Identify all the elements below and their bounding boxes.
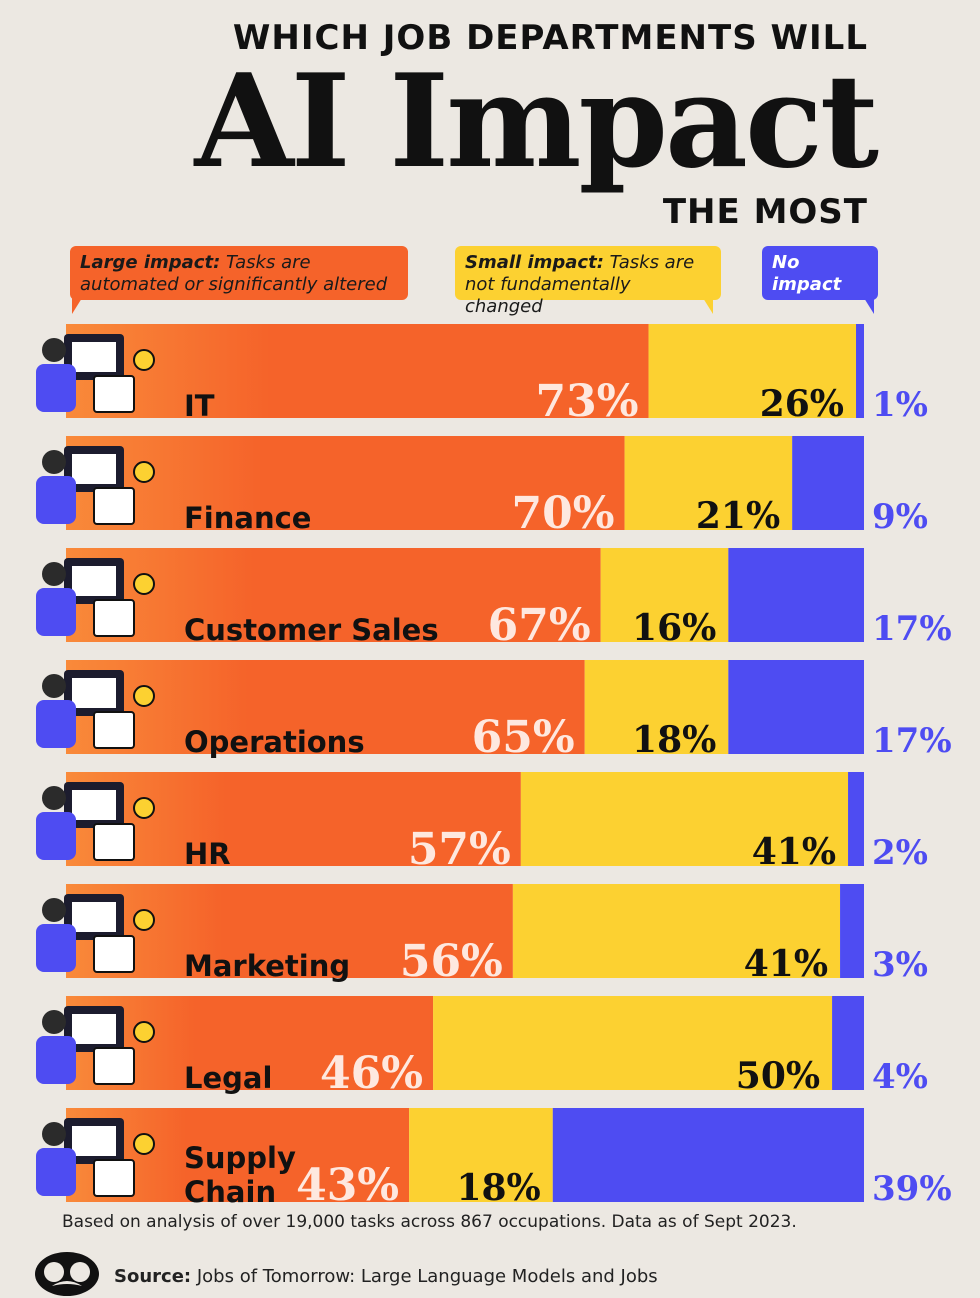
- legend-large-desc: Tasks are automated or significantly alt…: [80, 252, 388, 295]
- legend-small-desc: Tasks are not fundamentally changed: [465, 252, 695, 317]
- supply-chain-department-icon: [36, 1118, 155, 1197]
- label-small-hr: 41%: [752, 831, 836, 873]
- header-bottom-line: THE MOST: [662, 192, 868, 232]
- bar-none-it: [856, 324, 864, 418]
- legend-large-tail: [72, 298, 82, 314]
- label-none-customer-sales: 17%: [872, 609, 952, 649]
- label-large-operations: 65%: [472, 712, 575, 763]
- bar-none-customer-sales: [728, 548, 864, 642]
- finance-department-icon: [36, 446, 155, 525]
- label-none-finance: 9%: [872, 497, 928, 537]
- bar-none-marketing: [840, 884, 864, 978]
- logo-icon: [35, 1252, 99, 1296]
- label-small-supply-chain: 18%: [456, 1167, 540, 1209]
- label-none-hr: 2%: [872, 833, 928, 873]
- legend-small-title: Small impact:: [465, 252, 604, 273]
- label-small-customer-sales: 16%: [632, 607, 716, 649]
- source-text: Jobs of Tomorrow: Large Language Models …: [196, 1266, 658, 1287]
- bar-none-hr: [848, 772, 864, 866]
- legal-department-icon: [36, 1006, 155, 1085]
- bar-large-customer-sales: [66, 548, 601, 642]
- bar-small-hr: [520, 772, 849, 866]
- label-none-operations: 17%: [872, 721, 952, 761]
- category-label-customer-sales: Customer Sales: [184, 613, 439, 647]
- category-label-finance: Finance: [184, 501, 311, 535]
- bar-large-operations: [66, 660, 585, 754]
- label-small-it: 26%: [760, 383, 844, 425]
- bar-small-legal: [433, 996, 833, 1090]
- category-label-hr: HR: [184, 837, 231, 871]
- legend-small-tail: [703, 298, 713, 314]
- source-label: Source:: [114, 1266, 192, 1287]
- legend-none-tail: [864, 298, 874, 314]
- header-top-line: WHICH JOB DEPARTMENTS WILL: [232, 18, 868, 58]
- bar-small-marketing: [512, 884, 841, 978]
- label-large-marketing: 56%: [400, 936, 503, 987]
- category-label-operations: Operations: [184, 725, 365, 759]
- label-small-marketing: 41%: [744, 943, 828, 985]
- it-department-icon: [36, 334, 155, 413]
- label-none-legal: 4%: [872, 1057, 928, 1097]
- legend-small-impact: Small impact: Tasks are not fundamentall…: [455, 246, 721, 317]
- bar-small-supply-chain: [409, 1108, 553, 1202]
- legend-large-impact: Large impact: Tasks are automated or sig…: [70, 246, 408, 314]
- label-small-finance: 21%: [696, 495, 780, 537]
- source-line: Source: Jobs of Tomorrow: Large Language…: [114, 1266, 658, 1287]
- category-label-supply-chain-2: Chain: [184, 1175, 276, 1209]
- bar-none-operations: [728, 660, 864, 754]
- label-none-supply-chain: 39%: [872, 1169, 952, 1209]
- bar-large-hr: [66, 772, 521, 866]
- bar-small-customer-sales: [600, 548, 729, 642]
- bar-none-finance: [792, 436, 864, 530]
- label-small-legal: 50%: [736, 1055, 820, 1097]
- category-label-marketing: Marketing: [184, 949, 350, 983]
- label-large-supply-chain: 43%: [296, 1160, 399, 1211]
- label-large-hr: 57%: [408, 824, 511, 875]
- hr-department-icon: [36, 782, 155, 861]
- bar-small-operations: [584, 660, 729, 754]
- bar-none-supply-chain: [552, 1108, 864, 1202]
- legend-large-title: Large impact:: [80, 252, 221, 273]
- label-large-customer-sales: 67%: [488, 600, 591, 651]
- marketing-department-icon: [36, 894, 155, 973]
- label-large-legal: 46%: [320, 1048, 423, 1099]
- bar-large-it: [66, 324, 649, 418]
- label-small-operations: 18%: [632, 719, 716, 761]
- operations-department-icon: [36, 670, 155, 749]
- label-none-marketing: 3%: [872, 945, 928, 985]
- page-title: AI Impact: [194, 47, 879, 197]
- label-large-it: 73%: [535, 376, 638, 427]
- bar-none-legal: [832, 996, 864, 1090]
- legend-no-impact: No impact: [762, 246, 878, 314]
- footnote: Based on analysis of over 19,000 tasks a…: [62, 1212, 797, 1232]
- legend-none-title: No impact: [772, 252, 842, 295]
- bar-large-marketing: [66, 884, 513, 978]
- bar-large-finance: [66, 436, 625, 530]
- bar-small-it: [648, 324, 857, 418]
- category-label-legal: Legal: [184, 1061, 272, 1095]
- label-none-it: 1%: [872, 385, 928, 425]
- customer-sales-department-icon: [36, 558, 155, 637]
- category-label-it: IT: [184, 389, 215, 423]
- category-label-supply-chain-1: Supply: [184, 1141, 296, 1175]
- label-large-finance: 70%: [512, 488, 615, 539]
- bar-small-finance: [624, 436, 793, 530]
